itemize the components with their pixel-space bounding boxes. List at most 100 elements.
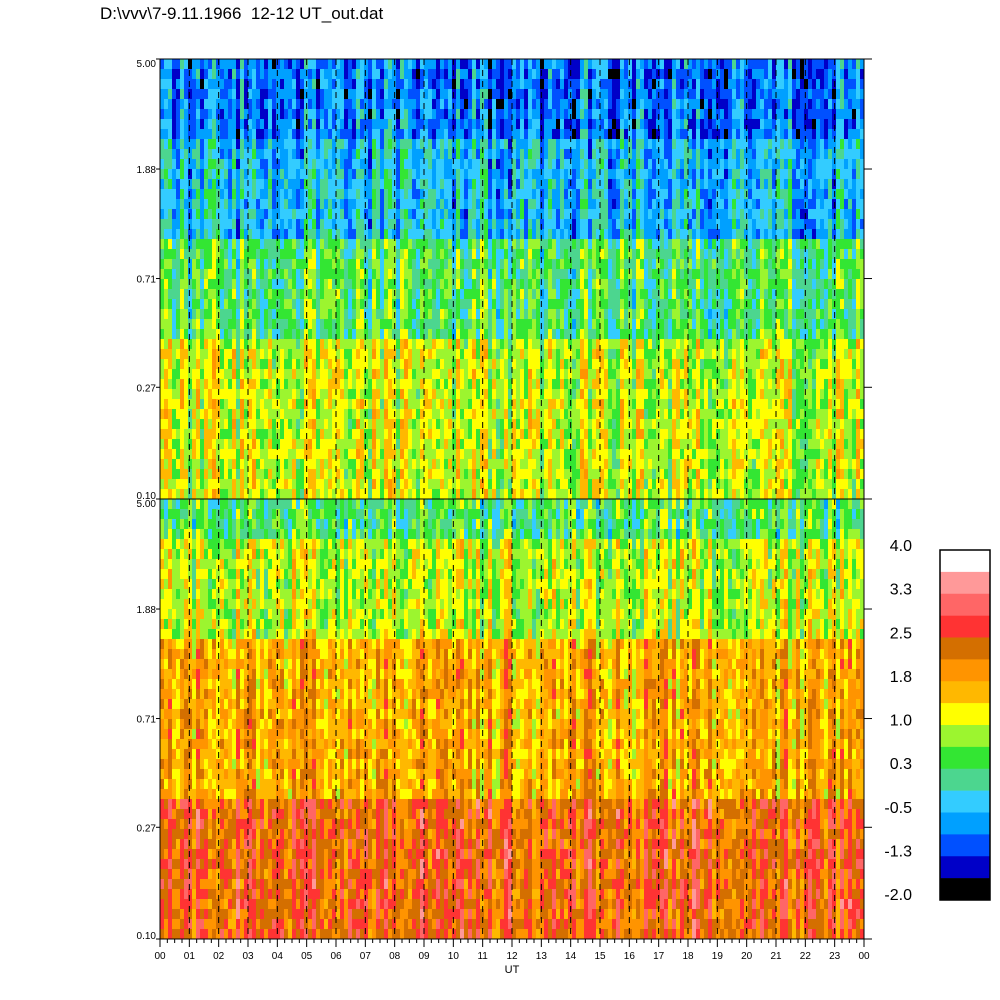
heatmap-cell bbox=[388, 129, 393, 140]
heatmap-cell bbox=[220, 59, 225, 70]
heatmap-cell bbox=[488, 349, 493, 360]
heatmap-cell bbox=[488, 459, 493, 470]
heatmap-cell bbox=[516, 89, 521, 100]
heatmap-cell bbox=[320, 339, 325, 350]
heatmap-cell bbox=[336, 409, 341, 420]
heatmap-cell bbox=[552, 249, 557, 260]
heatmap-cell bbox=[180, 129, 185, 140]
heatmap-cell bbox=[460, 69, 465, 80]
heatmap-cell bbox=[336, 249, 341, 260]
heatmap-cell bbox=[400, 169, 405, 180]
heatmap-cell bbox=[160, 69, 165, 80]
heatmap-cell bbox=[588, 359, 593, 370]
heatmap-cell bbox=[376, 259, 381, 270]
heatmap-cell bbox=[276, 489, 281, 500]
heatmap-cell bbox=[376, 459, 381, 470]
heatmap-cell bbox=[468, 389, 473, 400]
heatmap-cell bbox=[224, 139, 229, 150]
heatmap-cell bbox=[352, 469, 357, 480]
heatmap-cell bbox=[544, 379, 549, 390]
heatmap-cell bbox=[168, 339, 173, 350]
heatmap-cell bbox=[540, 259, 545, 270]
heatmap-cell bbox=[596, 279, 601, 290]
heatmap-cell bbox=[484, 209, 489, 220]
heatmap-cell bbox=[440, 409, 445, 420]
heatmap-cell bbox=[196, 139, 201, 150]
heatmap-cell bbox=[472, 389, 477, 400]
heatmap-cell bbox=[336, 399, 341, 410]
heatmap-cell bbox=[264, 239, 269, 250]
heatmap-cell bbox=[300, 389, 305, 400]
heatmap-cell bbox=[592, 279, 597, 290]
heatmap-cell bbox=[188, 279, 193, 290]
heatmap-cell bbox=[284, 369, 289, 380]
heatmap-cell bbox=[240, 419, 245, 430]
heatmap-cell bbox=[540, 329, 545, 340]
heatmap-cell bbox=[360, 249, 365, 260]
heatmap-cell bbox=[472, 449, 477, 460]
heatmap-cell bbox=[188, 429, 193, 440]
heatmap-cell bbox=[280, 299, 285, 310]
heatmap-cell bbox=[240, 59, 245, 70]
heatmap-cell bbox=[452, 89, 457, 100]
heatmap-cell bbox=[364, 349, 369, 360]
heatmap-cell bbox=[488, 379, 493, 390]
heatmap-cell bbox=[364, 229, 369, 240]
heatmap-cell bbox=[476, 269, 481, 280]
heatmap-cell bbox=[528, 389, 533, 400]
heatmap-cell bbox=[456, 239, 461, 250]
heatmap-cell bbox=[488, 279, 493, 290]
heatmap-cell bbox=[588, 59, 593, 70]
heatmap-cell bbox=[568, 229, 573, 240]
heatmap-cell bbox=[260, 239, 265, 250]
heatmap-cell bbox=[564, 389, 569, 400]
heatmap-cell bbox=[200, 439, 205, 450]
heatmap-cell bbox=[228, 329, 233, 340]
heatmap-cell bbox=[324, 359, 329, 370]
heatmap-cell bbox=[388, 369, 393, 380]
heatmap-cell bbox=[588, 299, 593, 310]
heatmap-cell bbox=[376, 219, 381, 230]
heatmap-cell bbox=[280, 249, 285, 260]
heatmap-cell bbox=[596, 369, 601, 380]
heatmap-cell bbox=[296, 379, 301, 390]
heatmap-cell bbox=[492, 59, 497, 70]
heatmap-cell bbox=[424, 469, 429, 480]
heatmap-cell bbox=[436, 269, 441, 280]
heatmap-cell bbox=[492, 439, 497, 450]
heatmap-cell bbox=[224, 129, 229, 140]
heatmap-cell bbox=[220, 179, 225, 190]
heatmap-cell bbox=[280, 199, 285, 210]
heatmap-cell bbox=[384, 489, 389, 500]
heatmap-cell bbox=[424, 329, 429, 340]
heatmap-cell bbox=[284, 419, 289, 430]
heatmap-cell bbox=[552, 179, 557, 190]
heatmap-cell bbox=[528, 69, 533, 80]
heatmap-cell bbox=[556, 199, 561, 210]
heatmap-cell bbox=[416, 229, 421, 240]
heatmap-cell bbox=[576, 369, 581, 380]
heatmap-cell bbox=[220, 379, 225, 390]
heatmap-cell bbox=[436, 399, 441, 410]
heatmap-cell bbox=[564, 299, 569, 310]
heatmap-cell bbox=[536, 319, 541, 330]
heatmap-cell bbox=[416, 349, 421, 360]
heatmap-cell bbox=[468, 149, 473, 160]
heatmap-cell bbox=[260, 329, 265, 340]
heatmap-cell bbox=[260, 429, 265, 440]
heatmap-cell bbox=[356, 419, 361, 430]
heatmap-cell bbox=[380, 359, 385, 370]
heatmap-cell bbox=[356, 379, 361, 390]
heatmap-cell bbox=[496, 99, 501, 110]
heatmap-cell bbox=[608, 449, 613, 460]
heatmap-cell bbox=[468, 459, 473, 470]
heatmap-cell bbox=[364, 209, 369, 220]
heatmap-cell bbox=[268, 119, 273, 130]
heatmap-cell bbox=[372, 79, 377, 90]
heatmap-cell bbox=[600, 419, 605, 430]
heatmap-cell bbox=[508, 229, 513, 240]
heatmap-cell bbox=[232, 109, 237, 120]
heatmap-cell bbox=[428, 379, 433, 390]
heatmap-cell bbox=[244, 299, 249, 310]
heatmap-cell bbox=[572, 129, 577, 140]
